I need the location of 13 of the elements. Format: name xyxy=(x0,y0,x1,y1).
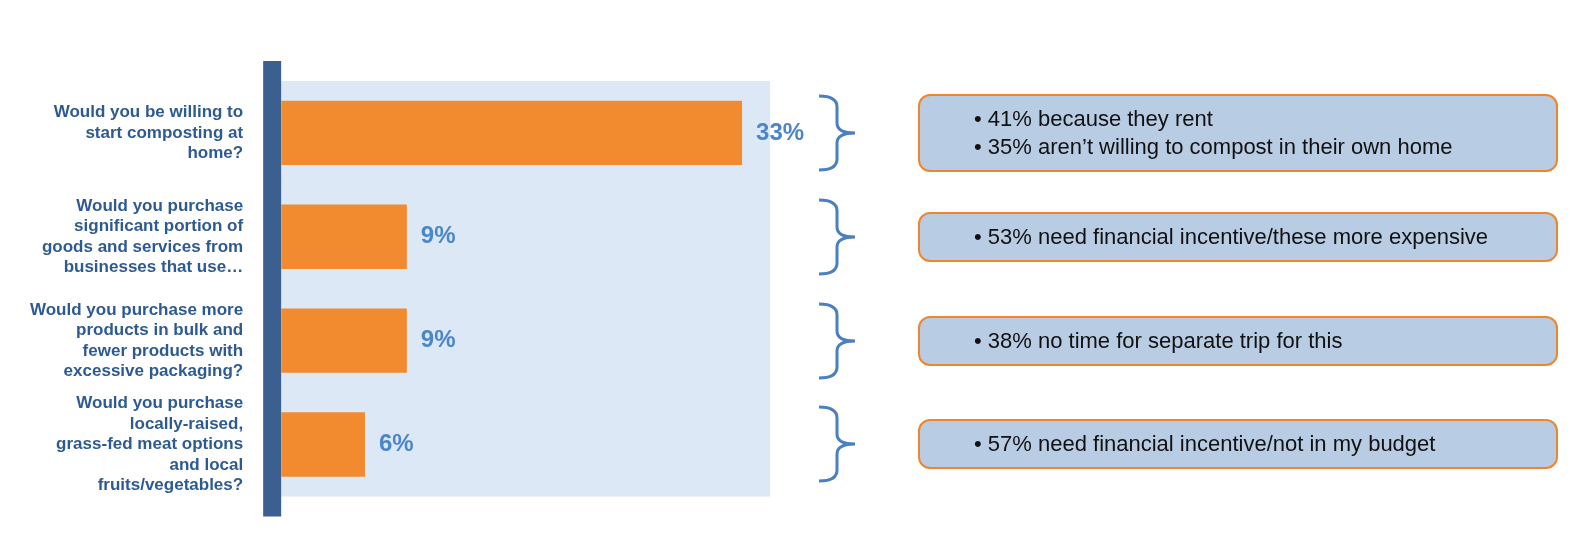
y-tick-label: Would you purchase locally-raised, grass-fed meat options and local fruits/vegetables? xyxy=(56,393,244,494)
text: • 38% no time for separate trip for this xyxy=(974,327,1344,354)
text: • 35% aren’t willing to compost in their own home xyxy=(974,133,1454,160)
data-label: 33% xyxy=(756,117,805,145)
text: • 57% need financial incentive/not in my budget xyxy=(974,431,1437,458)
data-label: 9% xyxy=(420,221,456,249)
data-label: 6% xyxy=(378,429,414,457)
y-tick-label: Would you be willing to start composting at home? xyxy=(53,102,244,163)
y-tick-label: Would you purchase more products in bulk and fewer products with excessive packaging? xyxy=(29,299,244,380)
text: • 53% need financial incentive/these more expensive xyxy=(974,223,1489,250)
text: • 41% because they rent xyxy=(974,105,1214,132)
data-label: 9% xyxy=(420,325,456,353)
y-tick-label: Would you purchase significant portion of goods and services from businesses that use… xyxy=(41,195,244,277)
